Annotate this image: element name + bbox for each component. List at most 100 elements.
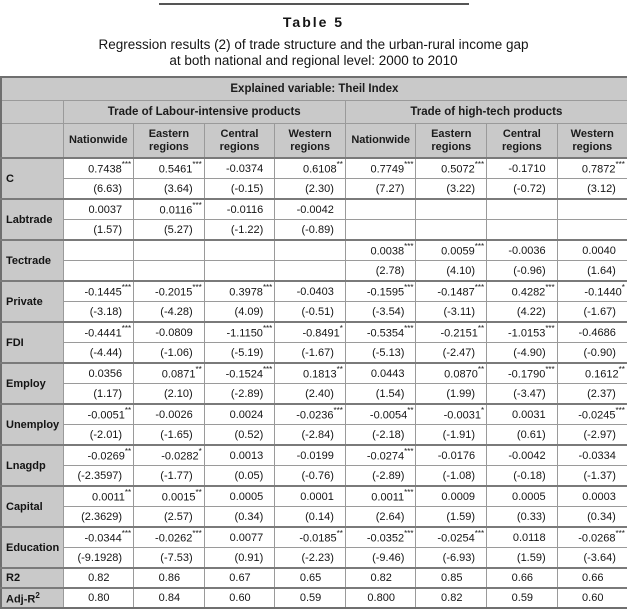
coef-cell: 0.1813** <box>274 362 346 384</box>
tstat-cell <box>274 260 346 282</box>
label-superscript: 2 <box>35 590 40 600</box>
tstat-cell <box>133 260 205 282</box>
tstat-cell: (0.34) <box>203 506 276 528</box>
tstat-row: (1.57) (5.27) (-1.22) (-0.89) <box>1 219 627 241</box>
coef-cell: -0.8491* <box>274 321 346 343</box>
coef-cell: -0.0042 <box>486 444 558 466</box>
tstat-row: (-2.01) (-1.65) (0.52) (-2.84) (-2.18) (-1.91… <box>1 424 627 446</box>
tstat-cell: (-2.89) <box>344 465 417 487</box>
coef-cell: -0.0374 <box>203 157 276 179</box>
tstat-cell: (3.64) <box>133 178 205 200</box>
tstat-cell: (-3.18) <box>62 301 135 323</box>
coef-cell: -0.0274*** <box>344 444 417 466</box>
coef-cell: -0.0042 <box>274 198 346 220</box>
significance-stars: * <box>621 283 625 293</box>
tstat-cell: (4.09) <box>203 301 276 323</box>
significance-stars: *** <box>545 365 555 375</box>
coef-cell: 0.5461*** <box>133 157 205 179</box>
tstat-cell: (-1.67) <box>274 342 346 364</box>
coef-cell: 0.0059*** <box>415 239 488 261</box>
tstat-cell: (-3.11) <box>415 301 488 323</box>
tstat-cell <box>203 260 276 282</box>
coef-cell: -0.4441*** <box>62 321 135 343</box>
row-label: Education <box>0 526 64 569</box>
tstat-cell: (2.78) <box>344 260 417 282</box>
coef-cell: -0.2015*** <box>133 280 205 302</box>
tstat-cell: (-0.76) <box>274 465 346 487</box>
tstat-cell: (-4.28) <box>133 301 205 323</box>
coefficient-row: Capital 0.0011** 0.0015** 0.0005 0.0001 0.001… <box>0 485 627 528</box>
coef-cell: 0.0015** <box>133 485 205 507</box>
column-header: Nationwide <box>62 123 135 159</box>
coef-cell: -0.4686 <box>556 321 627 343</box>
stat-cell: 0.84 <box>133 587 205 609</box>
coef-cell: 0.0356 <box>62 362 135 384</box>
column-header: Eastern regions <box>415 123 488 159</box>
significance-stars: *** <box>121 324 132 334</box>
tstat-row: (2.3629) (2.57) (0.34) (0.14) (2.64) (1.59) (0… <box>1 506 627 528</box>
coef-cell: 0.5072*** <box>415 157 488 179</box>
coef-cell: -1.0153*** <box>486 321 558 343</box>
tstat-cell: (1.57) <box>62 219 135 241</box>
tstat-cell: (-1.65) <box>133 424 205 446</box>
tstat-cell: (-1.91) <box>415 424 488 446</box>
tstat-cell: (-6.93) <box>415 547 488 569</box>
coef-cell: -0.0116 <box>203 198 276 220</box>
significance-stars: *** <box>192 529 202 539</box>
significance-stars: *** <box>404 160 414 170</box>
tstat-cell: (3.22) <box>415 178 488 200</box>
coef-cell: -0.0051** <box>62 403 135 425</box>
tstat-cell <box>415 219 488 241</box>
coef-cell: 0.1612** <box>556 362 627 384</box>
stat-cell: 0.67 <box>203 567 276 589</box>
tstat-row: (1.17) (2.10) (-2.89) (2.40) (1.54) (1.99) (-3… <box>1 383 627 405</box>
significance-stars: *** <box>192 283 202 293</box>
stat-cell: 0.59 <box>486 587 558 609</box>
coefficient-row: Education -0.0344*** -0.0262*** 0.0077 -0.01… <box>0 526 627 569</box>
significance-stars: *** <box>262 283 273 293</box>
row-label: Capital <box>0 485 64 528</box>
coefficient-row: Labtrade 0.0037 0.0116*** -0.0116 -0.0042 <box>0 198 627 241</box>
tstat-cell: (0.91) <box>203 547 276 569</box>
tstat-cell: (4.22) <box>486 301 558 323</box>
regression-results-table: Explained variable: Theil Index Trade of… <box>0 76 627 609</box>
coefficient-row: Private -0.1445*** -0.2015*** 0.3978*** -0.0… <box>0 280 627 323</box>
stat-cell: 0.66 <box>486 567 558 589</box>
tstat-cell: (2.10) <box>133 383 205 405</box>
title-rule <box>158 3 469 5</box>
significance-stars: *** <box>474 242 485 252</box>
row-label: FDI <box>0 321 64 364</box>
tstat-cell: (-0.18) <box>486 465 558 487</box>
significance-stars: ** <box>477 365 485 375</box>
tstat-row: (2.78) (4.10) (-0.96) (1.64) <box>1 260 627 282</box>
tstat-row: (-2.3597) (-1.77) (0.05) (-0.76) (-2.89) (-1.… <box>1 465 627 487</box>
coef-cell: -0.0344*** <box>62 526 135 548</box>
coef-cell: -0.0031* <box>415 403 488 425</box>
tstat-cell: (-1.37) <box>556 465 627 487</box>
explained-variable-header: Explained variable: Theil Index <box>0 76 627 101</box>
coef-cell: -0.0054** <box>344 403 417 425</box>
significance-stars: *** <box>615 529 625 539</box>
tstat-cell: (1.59) <box>486 547 558 569</box>
significance-stars: ** <box>336 529 343 539</box>
tstat-cell: (-0.89) <box>274 219 346 241</box>
tstat-cell <box>556 219 627 241</box>
coef-cell: 0.0005 <box>203 485 276 507</box>
tstat-cell: (-0.72) <box>486 178 558 200</box>
significance-stars: *** <box>545 283 555 293</box>
coef-cell: -0.1790*** <box>486 362 558 384</box>
coef-cell: 0.0077 <box>203 526 276 548</box>
tstat-row: (-4.44) (-1.06) (-5.19) (-1.67) (-5.13) (-2.4… <box>1 342 627 364</box>
coef-cell: -0.1595*** <box>344 280 417 302</box>
row-label: Tectrade <box>0 239 64 282</box>
significance-stars: *** <box>262 365 273 375</box>
tstat-cell: (-3.54) <box>344 301 417 323</box>
row-label: Unemploy <box>0 403 64 446</box>
tstat-cell: (0.61) <box>486 424 558 446</box>
significance-stars: *** <box>404 324 414 334</box>
tstat-cell: (2.3629) <box>62 506 135 528</box>
row-label: Adj-R2 <box>0 587 64 609</box>
tstat-cell: (2.57) <box>133 506 205 528</box>
coef-cell: 0.0870** <box>415 362 488 384</box>
significance-stars: *** <box>615 160 625 170</box>
